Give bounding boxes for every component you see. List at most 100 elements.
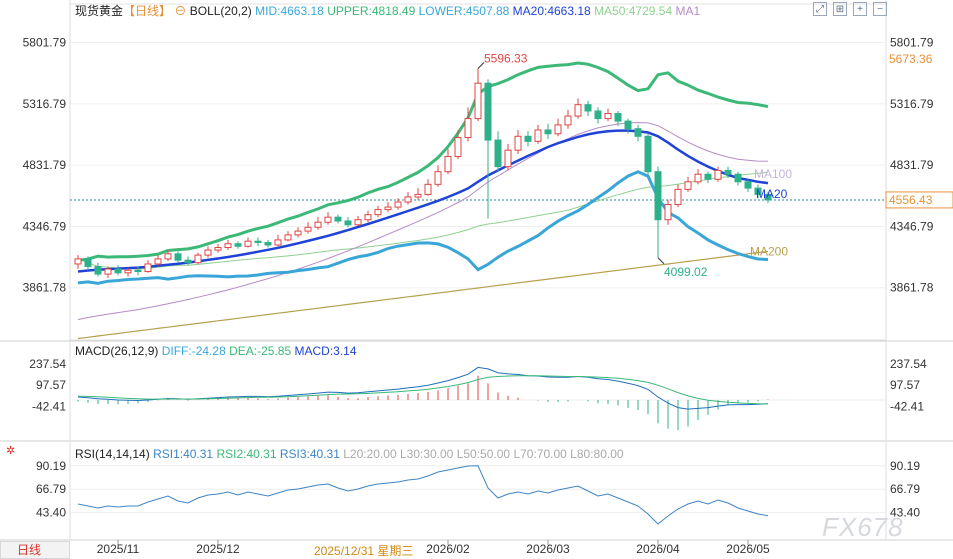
minus-icon[interactable]: − — [873, 2, 887, 16]
macd-diff: DIFF:-24.28 — [161, 344, 226, 358]
period-button-label: 日线 — [17, 543, 42, 557]
time-tick-label: 2026/03 — [526, 542, 570, 556]
candle-body — [504, 149, 512, 168]
candle-body — [374, 209, 382, 216]
rsi2-value: RSI2:40.31 — [216, 447, 277, 461]
time-tick-label: 2026/04 — [636, 542, 680, 556]
cursor-date: 2025/12/31 星期三 — [314, 544, 414, 558]
macd-dea: DEA:-25.85 — [229, 344, 292, 358]
rsi1-value: RSI1:40.31 — [153, 447, 214, 461]
candle-body — [354, 219, 362, 226]
candle-body — [524, 135, 532, 142]
candle-body — [764, 193, 772, 201]
period-button[interactable]: 日线 — [0, 541, 70, 559]
bollinger-bands — [77, 61, 769, 340]
macd-value: MACD:3.14 — [294, 344, 357, 358]
candle-body — [124, 269, 132, 274]
rsi-tick-left: 66.79 — [36, 482, 66, 496]
ma100-line — [77, 122, 769, 321]
l80-value: L80:80.00 — [570, 447, 624, 461]
price-tick-right: 4831.79 — [890, 158, 934, 172]
macd-tick-left: 97.57 — [36, 378, 66, 392]
candle-body — [594, 110, 602, 120]
candle-body — [554, 124, 562, 135]
candle-body — [604, 113, 612, 120]
price-tick-right: 3861.78 — [890, 281, 934, 295]
candle-body — [674, 188, 682, 206]
candle-body — [134, 269, 142, 273]
price-tick-right: 5316.79 — [890, 97, 934, 111]
ma200-line-label: MA200 — [750, 244, 788, 258]
ma1-value: MA1 — [675, 4, 701, 18]
time-tick-label: 2026/05 — [726, 542, 770, 556]
low-label: 4099.02 — [664, 265, 708, 279]
candle-body — [484, 82, 492, 141]
candle-body — [194, 254, 202, 264]
high-marker — [477, 62, 485, 69]
candle-body — [494, 139, 502, 168]
candle-body — [74, 258, 82, 265]
candle-body — [304, 226, 312, 232]
macd-tick-right: 237.54 — [890, 357, 927, 371]
candle-body — [534, 129, 542, 142]
candle-body — [734, 173, 742, 183]
candle-body — [634, 128, 642, 137]
rsi-header: RSI(14,14,14) RSI1:40.31 RSI2:40.31 RSI3… — [75, 447, 624, 461]
expand-icon[interactable]: ⊞ — [833, 2, 847, 16]
price-tick-left: 4346.79 — [23, 219, 67, 233]
low-marker — [657, 257, 665, 265]
candle-body — [364, 214, 372, 221]
price-tick-left: 4831.79 — [23, 158, 67, 172]
instrument-name: 现货黄金 — [75, 4, 124, 18]
candle-body — [204, 249, 212, 256]
macd-tick-right: 97.57 — [890, 378, 920, 392]
rsi-tick-right: 43.40 — [890, 506, 920, 520]
time-tick-label: 2025/11 — [97, 542, 140, 556]
candle-body — [564, 115, 572, 126]
macd-tick-left: -42.41 — [32, 399, 66, 413]
rsi3-value: RSI3:40.31 — [279, 447, 340, 461]
macd-tick-right: -42.41 — [890, 399, 924, 413]
candle-body — [434, 171, 442, 185]
boll-mid: MID:4663.18 — [255, 4, 324, 18]
candle-body — [314, 221, 322, 228]
candle-body — [244, 240, 252, 247]
price-tick-right: 4346.79 — [890, 219, 934, 233]
add-icon[interactable]: + — [853, 2, 867, 16]
candle-body — [624, 120, 632, 130]
l20-value: L20:20.00 — [343, 447, 397, 461]
candle-body — [84, 258, 92, 267]
candle-body — [614, 113, 622, 122]
period-label: 【日线】 — [123, 4, 172, 18]
candle-body — [264, 241, 272, 246]
macd-settings-icon[interactable]: ✲ — [6, 445, 16, 457]
macd-diff-line — [77, 366, 769, 410]
candle-body — [724, 169, 732, 175]
candle-body — [744, 181, 752, 189]
candle-body — [714, 169, 722, 180]
candle-body — [654, 171, 662, 221]
candle-body — [424, 183, 432, 195]
candle-body — [284, 234, 292, 241]
rsi-tick-right: 90.19 — [890, 459, 920, 473]
candle-body — [454, 137, 462, 158]
lower-band — [77, 170, 769, 285]
boll-label: BOLL(20,2) — [189, 4, 252, 18]
rsi-panel — [77, 465, 769, 525]
fullscreen-icon[interactable]: ⤢ — [813, 2, 827, 16]
candle-body — [144, 263, 152, 273]
ma50-value: MA50:4729.54 — [594, 4, 673, 18]
high-label: 5596.33 — [484, 51, 528, 65]
settings-icon[interactable]: ⊖ — [174, 4, 187, 18]
candle-body — [104, 268, 112, 275]
candle-body — [324, 216, 332, 223]
candle-body — [514, 135, 522, 151]
candle-body — [344, 220, 352, 226]
macd-header: MACD(26,12,9) DIFF:-24.28 DEA:-25.85 MAC… — [75, 344, 357, 358]
price-tick-left: 5316.79 — [23, 97, 67, 111]
candle-body — [114, 268, 122, 274]
macd-label: MACD(26,12,9) — [75, 344, 159, 358]
watermark-logo: FX678 — [822, 512, 904, 542]
mid-band — [77, 129, 769, 273]
candle-body — [164, 253, 172, 260]
